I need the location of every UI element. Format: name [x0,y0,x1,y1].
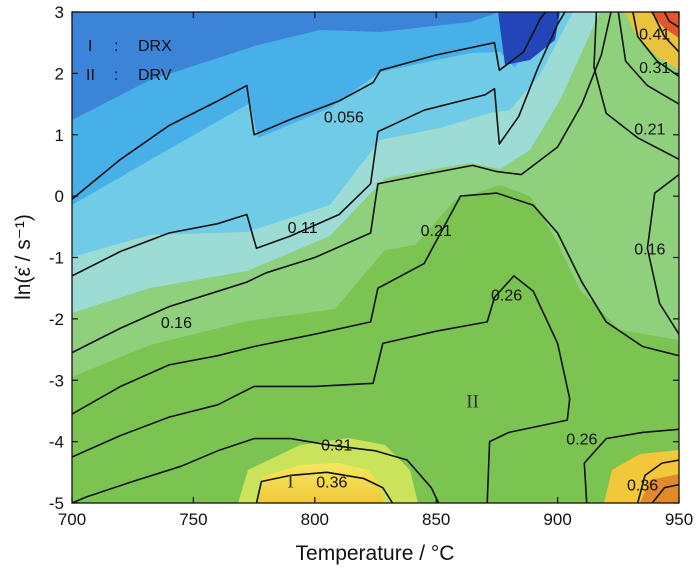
contour-label: 0.11 [288,220,318,237]
band-right-lobe [652,178,679,300]
legend-label-1: DRX [138,38,172,55]
region-labels: III [287,392,479,493]
contour-line-6 [255,471,394,503]
region-label: II [466,392,479,413]
contour-label: 0.36 [316,475,347,492]
contour-label: 0.056 [324,109,364,126]
x-tick-label: 750 [179,510,207,529]
hotspot-bottom-right-core [640,474,679,503]
y-tick-label: 2 [55,64,64,83]
contour-labels: 0.056 0.11 0.16 0.21 0.26 0.31 0.36 0.41 0.31 0.2… [161,26,671,494]
legend-symbol-1: I [88,38,92,55]
y-tick-label: 1 [55,126,64,145]
legend-sep-1: : [114,38,118,55]
y-tick-label: -2 [49,310,64,329]
contour-line-14 [651,12,679,53]
contour-line-3 [72,192,679,415]
region-label: I [287,472,293,493]
contour-line-13 [632,12,679,78]
contour-line-7 [583,428,679,503]
x-tick-label: 800 [301,510,329,529]
tick-labels: 700 750 800 850 900 950 -5 -4 -3 -2 -1 0 1 2 3 [49,3,693,529]
contour-label: 0.41 [639,26,670,43]
legend-sep-2: : [114,67,118,84]
contour-label: 0.31 [321,438,352,455]
contour-label: 0.26 [491,287,522,304]
contour-line-0 [72,12,547,200]
x-axis-title: Temperature / °C [296,542,455,565]
x-tick-label: 950 [665,510,693,529]
contour-label: 0.21 [421,223,452,240]
axis-ticks [71,11,680,504]
y-axis-title: ln(ε̇ / s⁻¹) [12,214,35,300]
plot-area [72,12,679,503]
contour-line-1 [72,12,566,277]
contour-lines [72,12,679,503]
contour-line-9 [651,483,679,503]
contour-label: 0.16 [161,315,192,332]
contour-line-5 [72,437,440,503]
contour-label: 0.26 [566,432,597,449]
band-min [498,12,560,65]
legend: I : DRX II : DRV [86,38,172,84]
contour-label: 0.16 [634,241,665,258]
contour-line-11 [593,12,679,161]
contour-line-12 [617,12,679,105]
x-tick-label: 900 [543,510,571,529]
legend-label-2: DRV [138,67,172,84]
y-tick-label: -3 [49,371,64,390]
y-tick-label: 3 [55,3,64,22]
contour-label: 0.21 [634,122,665,139]
x-tick-label: 700 [58,510,86,529]
x-tick-label: 850 [422,510,450,529]
contour-label: 0.36 [627,478,658,495]
band-low [72,12,500,120]
hotspot-drx-core [258,463,384,503]
contour-line-2 [72,12,612,354]
y-tick-label: -4 [49,433,64,452]
contour-label: 0.31 [639,60,670,77]
y-tick-label: 0 [55,187,64,206]
hotspot-top-right-core [650,12,679,38]
y-tick-label: -5 [49,494,64,513]
contour-line-4 [72,275,571,503]
contour-line-10 [646,173,679,335]
y-tick-label: -1 [49,249,64,268]
contour-line-8 [636,459,679,503]
legend-symbol-2: II [86,67,95,84]
contour-line-15 [663,12,679,28]
